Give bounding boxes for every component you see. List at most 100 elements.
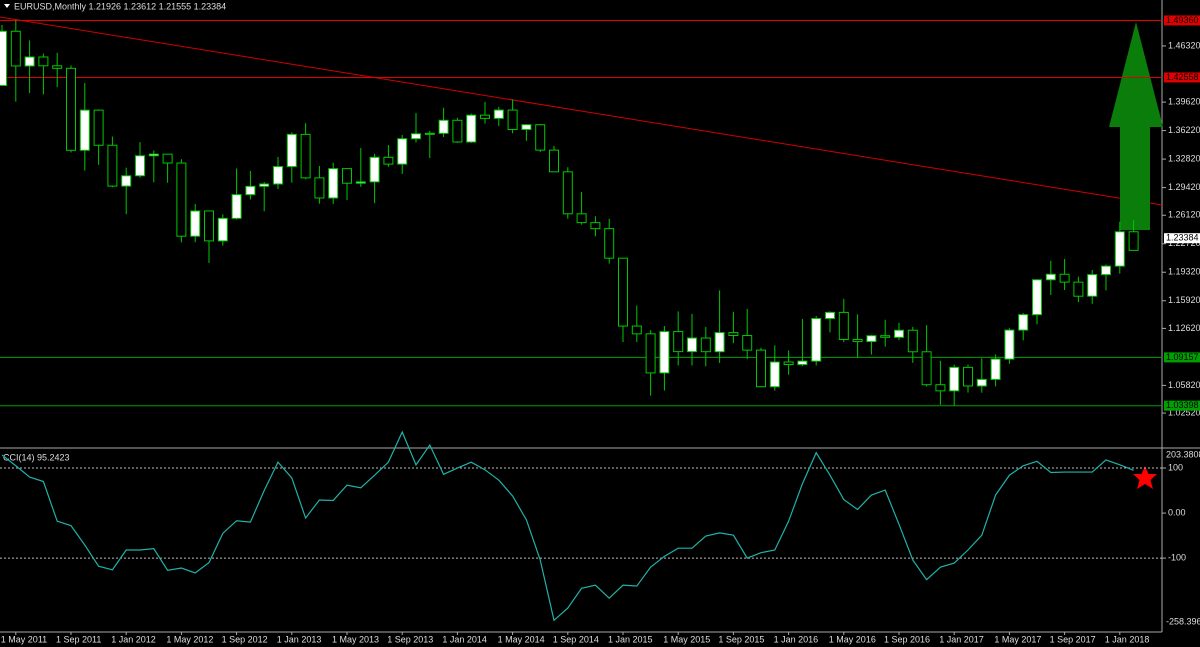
candle-body (38, 56, 49, 67)
time-tick-label: 1 Sep 2014 (553, 634, 599, 644)
candle-body (383, 156, 394, 165)
cci-line (1, 430, 1134, 622)
candle-body (521, 124, 532, 130)
candle-body (811, 318, 822, 362)
time-tick-label: 1 May 2015 (663, 634, 710, 644)
candle-body (549, 149, 559, 173)
candle-body (273, 166, 283, 185)
candle-body (562, 171, 573, 215)
time-tick-label: 1 Jan 2013 (277, 634, 322, 644)
candle-body (24, 56, 35, 67)
price-tick-label: 1.29420 (1168, 182, 1200, 192)
symbol-title: EURUSD,Monthly 1.21926 1.23612 1.21555 1… (14, 1, 226, 11)
time-tick-label: 1 Sep 2016 (884, 634, 930, 644)
menu-triangle (4, 4, 10, 8)
level-label: 1.09157 (1166, 352, 1199, 362)
time-tick-label: 1 May 2011 (1, 634, 47, 644)
time-tick-label: 1 May 2016 (829, 634, 876, 644)
candle-body (0, 30, 7, 86)
price-tick-label: 1.05820 (1168, 380, 1200, 390)
time-tick-label: 1 Sep 2012 (222, 634, 268, 644)
candle-body (355, 181, 366, 184)
level-label-box (1164, 352, 1200, 363)
candle-body (493, 109, 504, 119)
up-arrow (1109, 22, 1163, 230)
candle-body (259, 183, 270, 187)
time-tick-label: 1 Sep 2013 (387, 634, 433, 644)
time-tick-label: 1 Jan 2012 (111, 634, 156, 644)
last-price-box (1164, 233, 1200, 244)
candle-body (245, 185, 256, 196)
candle-body (121, 175, 132, 187)
price-tick-label: 1.15920 (1168, 295, 1200, 305)
candle-body (507, 109, 518, 130)
candle-body (673, 331, 684, 353)
time-tick-label: 1 Jan 2018 (1105, 634, 1150, 644)
candle-body (659, 331, 670, 374)
candle-body (328, 168, 339, 199)
candle-body (176, 162, 187, 237)
star-marker (1133, 466, 1157, 489)
time-tick-label: 1 Jan 2016 (774, 634, 819, 644)
candle-body (963, 366, 973, 387)
candle-body (687, 337, 697, 353)
candle-body (604, 228, 615, 259)
candle-body (480, 114, 490, 119)
candle-body (300, 133, 311, 179)
candle-body (949, 366, 960, 392)
candle-body (135, 155, 145, 177)
candle-body (645, 333, 656, 374)
price-tick-label: 1.26120 (1168, 210, 1200, 220)
price-tick-label: 1.12620 (1168, 323, 1200, 333)
level-label: 1.42558 (1166, 72, 1199, 82)
candle-body (894, 329, 904, 338)
candle-body (576, 213, 587, 224)
candle-body (79, 109, 90, 151)
price-tick-label: 1.19320 (1168, 267, 1200, 277)
candle-body (10, 30, 21, 67)
candle-body (342, 168, 352, 184)
candle-body (93, 109, 104, 146)
time-tick-label: 1 May 2014 (498, 634, 545, 644)
candle-body (838, 311, 849, 340)
candle-body (452, 119, 463, 143)
candle-body (728, 332, 739, 337)
level-label-box (1164, 15, 1200, 26)
candle-body (204, 210, 214, 242)
indicator-tick-label: -100 (1168, 552, 1186, 562)
time-tick-label: 1 Sep 2017 (1050, 634, 1096, 644)
time-tick-label: 1 Jan 2015 (608, 634, 653, 644)
candle-body (990, 358, 1001, 380)
time-tick-label: 1 Jan 2017 (939, 634, 984, 644)
candle-body (190, 210, 201, 237)
candle-body (52, 65, 63, 69)
candle-body (1032, 279, 1042, 316)
candle-body (907, 329, 918, 353)
candle-body (162, 153, 173, 164)
candle-body (369, 156, 380, 183)
candle-body (935, 384, 946, 392)
candle-body (231, 194, 242, 219)
time-tick-label: 1 Jan 2014 (442, 634, 487, 644)
candle-body (880, 335, 891, 338)
candle-body (852, 338, 863, 343)
candle-body (631, 325, 642, 335)
candle-body (921, 351, 932, 386)
level-label: 1.03398 (1166, 400, 1199, 410)
level-label-box (1164, 400, 1200, 411)
candle-body (314, 177, 325, 199)
time-tick-label: 1 Sep 2011 (56, 634, 101, 644)
price-tick-label: 1.39620 (1168, 96, 1200, 106)
candle-body (66, 67, 76, 151)
price-tick-label: 1.36220 (1168, 125, 1200, 135)
candle-body (1087, 274, 1098, 297)
last-price-label: 1.23384 (1166, 233, 1199, 243)
candle-body (742, 335, 753, 351)
candle-body (1059, 273, 1070, 283)
candle-body (1045, 273, 1056, 281)
indicator-title: CCI(14) 95.2423 (3, 452, 70, 462)
time-tick-label: 1 May 2013 (332, 634, 379, 644)
time-tick-label: 1 Sep 2015 (718, 634, 764, 644)
